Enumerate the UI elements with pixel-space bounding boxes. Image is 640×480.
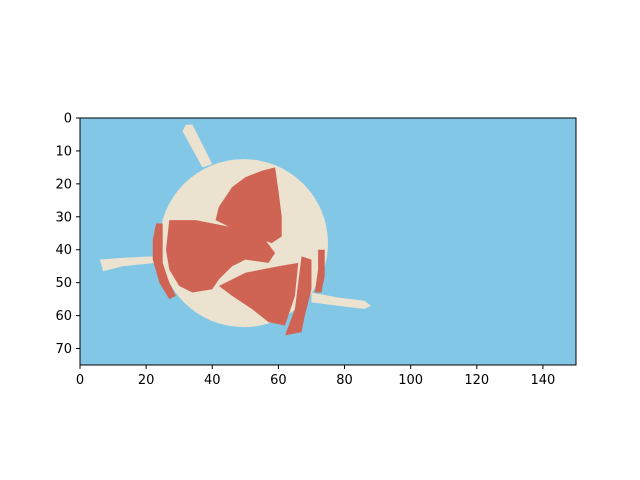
- y-tick-label: 60: [55, 309, 72, 324]
- x-tick-label: 80: [336, 373, 353, 388]
- region-marking-main: [165, 220, 276, 293]
- y-tick-label: 10: [55, 144, 72, 159]
- x-tick-label: 40: [204, 373, 221, 388]
- y-tick-label: 20: [55, 177, 72, 192]
- plot-area: [80, 118, 576, 365]
- y-tick-label: 0: [64, 112, 72, 127]
- x-tick-label: 0: [76, 373, 84, 388]
- x-axis: 0 20 40 60 80 100 120 140: [76, 365, 555, 388]
- x-tick-label: 20: [138, 373, 155, 388]
- x-tick-label: 60: [270, 373, 287, 388]
- y-tick-label: 50: [55, 276, 72, 291]
- region-spoke-left: [99, 256, 157, 272]
- region-marking-lower: [218, 262, 299, 326]
- region-spoke-right: [311, 292, 371, 310]
- x-tick-label: 140: [531, 373, 556, 388]
- x-tick-label: 120: [464, 373, 489, 388]
- region-marking-left-edge: [152, 223, 176, 300]
- y-tick-label: 30: [55, 210, 72, 225]
- region-marking-right: [285, 256, 312, 336]
- y-tick-label: 70: [55, 342, 72, 357]
- axes-frame: [79, 117, 577, 366]
- y-axis: 0 10 20 30 40 50 60 70: [55, 112, 80, 357]
- y-tick-label: 40: [55, 243, 72, 258]
- region-marking-upper: [215, 167, 282, 244]
- region-marking-right-edge: [314, 249, 325, 293]
- region-spoke-top: [182, 124, 213, 168]
- x-tick-label: 100: [398, 373, 423, 388]
